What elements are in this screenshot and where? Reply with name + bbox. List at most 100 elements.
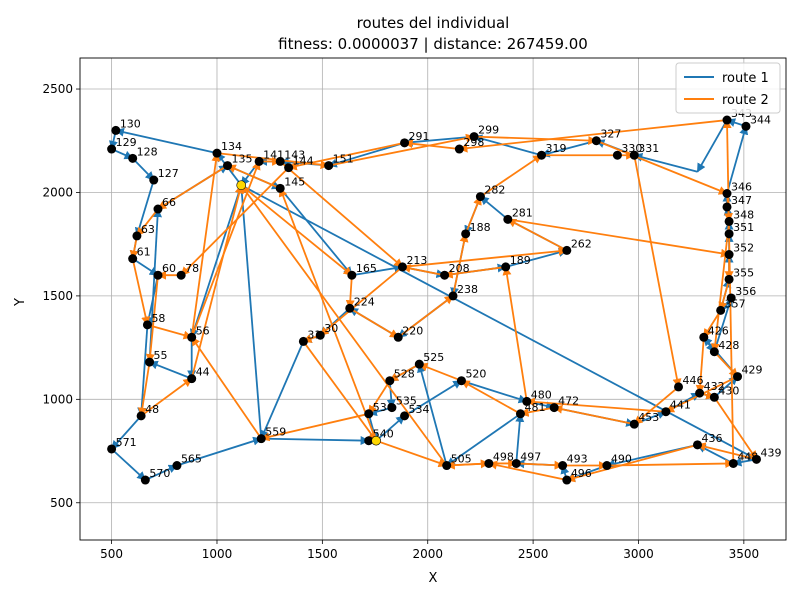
route-2-segment	[464, 195, 482, 235]
node-point	[142, 320, 152, 330]
route-1-segment	[111, 448, 146, 481]
legend-box	[675, 62, 781, 114]
route-2-segment	[367, 380, 391, 415]
route-1-segment	[327, 141, 405, 168]
node-point	[223, 161, 233, 171]
route-2-segment	[474, 135, 598, 145]
route-2-segment	[479, 154, 543, 198]
route-1-segment	[403, 135, 475, 147]
node-point	[140, 475, 150, 485]
node-label: 262	[571, 237, 592, 250]
node-label: 213	[406, 254, 427, 267]
route-2-segment	[553, 404, 635, 426]
node-point	[284, 163, 294, 173]
node-point	[724, 274, 734, 284]
node-point	[511, 458, 521, 468]
y-tick-label: 2000	[42, 185, 73, 199]
route-2-segment	[402, 246, 568, 268]
node-point	[256, 434, 266, 444]
node-point	[324, 161, 334, 171]
node-label: 496	[571, 467, 592, 480]
node-label: 528	[394, 368, 415, 381]
route-2-segment	[460, 379, 521, 415]
node-label: 63	[141, 223, 155, 236]
node-point	[722, 188, 732, 198]
node-label: 535	[396, 395, 417, 408]
route-2-segment	[302, 340, 377, 442]
node-label: 344	[750, 113, 771, 126]
node-point	[387, 403, 397, 413]
route-2-segment	[180, 167, 290, 276]
node-point	[612, 150, 622, 160]
route-2-segment	[633, 155, 682, 388]
node-point	[724, 216, 734, 226]
node-point	[503, 214, 513, 224]
route-2-segment	[713, 396, 758, 461]
node-point	[722, 202, 732, 212]
node-label: 355	[733, 266, 754, 279]
x-tick-label: 3000	[623, 547, 654, 561]
y-tick-label: 500	[50, 496, 73, 510]
node-point	[400, 138, 410, 148]
chart-title-line2: fitness: 0.0000037 | distance: 267459.00	[278, 35, 588, 53]
node-label: 327	[600, 128, 621, 141]
route-2-segment	[516, 460, 564, 470]
node-label: 436	[701, 432, 722, 445]
node-label: 298	[463, 136, 484, 149]
node-label: 331	[638, 142, 659, 155]
node-label: 429	[742, 364, 763, 377]
route-1-segment	[260, 341, 305, 440]
node-point	[176, 270, 186, 280]
node-label: 453	[638, 411, 659, 424]
node-point	[456, 376, 466, 386]
route-2-segment	[695, 337, 705, 395]
route-2-segment	[278, 187, 377, 442]
route-1-segment	[479, 195, 509, 221]
y-tick-label: 2500	[42, 82, 73, 96]
route-2-segment	[319, 266, 404, 336]
route-1-segment	[351, 263, 404, 277]
route-2-segment	[696, 442, 757, 461]
route-1-segment	[134, 179, 155, 237]
route-2-segment	[606, 459, 735, 469]
node-point	[709, 347, 719, 357]
node-point	[461, 229, 471, 239]
route-2-segment	[260, 412, 369, 442]
route-1-segment	[633, 152, 698, 173]
node-label: 60	[162, 262, 176, 275]
node-point	[145, 357, 155, 367]
node-label: 55	[154, 349, 168, 362]
route-2-segment	[140, 377, 193, 417]
node-label: 356	[735, 285, 756, 298]
node-point	[442, 461, 452, 471]
chart-title-line1: routes del individual	[357, 14, 510, 32]
node-point	[347, 270, 357, 280]
node-label: 565	[181, 453, 202, 466]
route-2-segment	[525, 397, 666, 413]
node-label: 351	[733, 221, 754, 234]
plot-area: 500 1000 1500 2000 2500 3000 3500 500 1000 1500 20…	[42, 57, 787, 561]
node-label: 151	[333, 153, 354, 166]
route-1-segment	[144, 464, 178, 481]
route-1-segment	[189, 184, 243, 339]
node-label: 44	[196, 366, 210, 379]
node-label: 347	[731, 194, 752, 207]
node-point	[562, 475, 572, 485]
route-2-segment	[157, 164, 228, 210]
route-2-segment	[328, 133, 475, 167]
node-label: 144	[293, 155, 314, 168]
node-label: 31	[307, 328, 321, 341]
node-label: 56	[196, 324, 210, 337]
node-point	[741, 121, 751, 131]
route-1-segment	[505, 248, 568, 268]
node-label: 448	[737, 450, 758, 463]
node-point	[315, 330, 325, 340]
node-point	[661, 407, 671, 417]
route-2-segment	[718, 279, 730, 312]
route-1-segment	[137, 324, 149, 417]
route-1-segment	[696, 119, 728, 173]
node-point	[153, 270, 163, 280]
node-point	[591, 136, 601, 146]
